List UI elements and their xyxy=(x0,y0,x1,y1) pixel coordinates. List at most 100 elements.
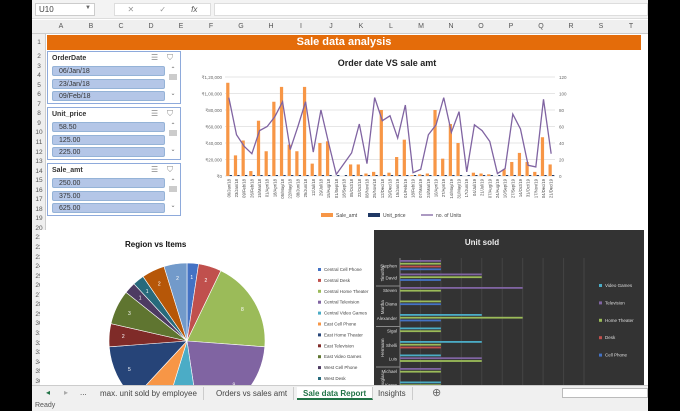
pie-slice[interactable] xyxy=(186,270,266,348)
sale-amt-bar[interactable] xyxy=(379,110,383,176)
unit-price-bar[interactable] xyxy=(275,175,279,176)
tab-scroll-prev[interactable]: ◂ xyxy=(46,388,51,397)
unit-price-bar[interactable] xyxy=(252,175,255,176)
sale-amt-bar[interactable] xyxy=(402,139,406,176)
slicer-unit-price[interactable]: Unit_price ☰ ⛉ ⌃ ⌄ 58.50 125.00 225.00 xyxy=(47,107,181,160)
clear-filter-icon[interactable]: ⛉ xyxy=(167,109,173,118)
unit-price-bar[interactable] xyxy=(521,175,524,176)
tab-sale-data-report[interactable]: Sale data Report xyxy=(297,387,374,400)
row-header[interactable]: 1 xyxy=(37,39,41,46)
unit-sold-bar[interactable] xyxy=(400,354,441,357)
row-header[interactable]: 4 xyxy=(37,72,41,80)
unit-price-bar[interactable] xyxy=(352,175,355,176)
column-header[interactable]: I xyxy=(300,23,302,30)
horizontal-scrollbar[interactable] xyxy=(562,388,648,398)
sale-amt-bar[interactable] xyxy=(264,151,268,176)
sale-amt-bar[interactable] xyxy=(510,161,514,176)
row-header[interactable]: 30 xyxy=(35,320,43,328)
unit-sold-bar[interactable] xyxy=(400,273,482,276)
unit-price-bar[interactable] xyxy=(513,175,516,176)
clear-filter-icon[interactable]: ⛉ xyxy=(167,165,173,174)
unit-sold-bar[interactable] xyxy=(400,300,441,303)
row-header[interactable]: 3 xyxy=(37,62,41,70)
sale-amt-bar[interactable] xyxy=(356,164,360,176)
row-header[interactable]: 36 xyxy=(35,377,43,385)
sale-amt-bar[interactable] xyxy=(456,143,460,176)
row-header[interactable]: 21 xyxy=(35,234,43,242)
unit-price-bar[interactable] xyxy=(444,175,447,176)
slicer-sale-amt[interactable]: Sale_amt ☰ ⛉ ⌃⌄ 250.00 375.00 625.00 986.00 xyxy=(47,163,181,216)
unit-price-bar[interactable] xyxy=(475,175,478,176)
row-header[interactable]: 35 xyxy=(35,368,43,376)
column-header[interactable]: R xyxy=(568,23,574,30)
unit-sold-bar[interactable] xyxy=(400,287,523,289)
sale-amt-bar[interactable] xyxy=(387,172,391,176)
row-header[interactable]: 5 xyxy=(37,81,41,89)
column-header[interactable]: E xyxy=(178,23,184,30)
region-vs-items-chart[interactable]: Region vs Items1289335231122Central Cell… xyxy=(40,230,373,385)
unit-price-bar[interactable] xyxy=(421,175,424,176)
pie-slice[interactable] xyxy=(163,262,188,342)
slicer-item[interactable]: 986.00 xyxy=(52,216,165,217)
unit-sold-bar[interactable] xyxy=(400,368,441,370)
column-header[interactable]: B xyxy=(88,23,94,30)
row-header[interactable]: 25 xyxy=(35,272,43,280)
slicer-item[interactable]: 23/Jan/18 xyxy=(52,78,165,89)
row-header[interactable]: 14 xyxy=(35,167,43,175)
unit-sold-bar[interactable] xyxy=(400,346,441,349)
slicer-item[interactable]: 06/Jan/18 xyxy=(52,66,165,76)
unit-sold-bar[interactable] xyxy=(400,360,482,362)
unit-sold-bar[interactable] xyxy=(400,260,441,262)
units-line[interactable] xyxy=(228,97,552,176)
sale-amt-bar[interactable] xyxy=(517,152,522,176)
unit-sold-chart[interactable]: Unit sold Stephen David Timothy Steven Diana A… xyxy=(374,230,644,385)
unit-price-bar[interactable] xyxy=(306,175,309,176)
column-header[interactable]: N xyxy=(448,23,454,30)
unit-sold-bar[interactable] xyxy=(400,265,441,268)
unit-price-bar[interactable] xyxy=(283,175,286,176)
row-header[interactable]: 28 xyxy=(35,301,43,309)
unit-price-bar[interactable] xyxy=(390,175,394,176)
row-header[interactable]: 13 xyxy=(35,158,43,166)
row-header[interactable]: 15 xyxy=(35,177,43,185)
sale-amt-bar[interactable] xyxy=(479,173,483,176)
sale-amt-bar[interactable] xyxy=(395,157,399,176)
unit-price-bar[interactable] xyxy=(429,175,432,176)
unit-price-bar[interactable] xyxy=(245,175,248,176)
row-header[interactable]: 12 xyxy=(35,148,43,156)
unit-price-bar[interactable] xyxy=(482,175,486,176)
row-header[interactable]: 10 xyxy=(35,129,43,137)
unit-sold-bar[interactable] xyxy=(400,314,482,316)
unit-sold-bar[interactable] xyxy=(400,381,441,384)
name-box[interactable]: U10 ▼ xyxy=(35,3,95,16)
column-header[interactable]: H xyxy=(268,23,274,30)
unit-price-bar[interactable] xyxy=(344,175,348,176)
multi-select-icon[interactable]: ☰ xyxy=(151,109,159,118)
row-header[interactable]: 23 xyxy=(35,253,43,261)
column-header[interactable]: A xyxy=(58,23,64,30)
column-header[interactable]: D xyxy=(148,23,154,30)
sale-amt-bar[interactable] xyxy=(364,173,368,176)
formula-input[interactable] xyxy=(214,3,648,16)
sale-amt-bar[interactable] xyxy=(272,101,276,176)
slicer-item[interactable]: 09/Feb/18 xyxy=(52,91,165,101)
column-header[interactable]: L xyxy=(389,23,393,30)
row-header[interactable]: 32 xyxy=(35,339,43,347)
column-header[interactable]: J xyxy=(329,23,333,30)
sale-amt-bar[interactable] xyxy=(433,110,437,176)
tab-max-unit-sold-by-employee[interactable]: max. unit sold by employee xyxy=(94,387,204,400)
column-header[interactable]: M xyxy=(418,23,424,30)
unit-sold-bar[interactable] xyxy=(400,316,523,319)
multi-select-icon[interactable]: ☰ xyxy=(151,53,159,62)
sale-amt-bar[interactable] xyxy=(533,171,537,176)
unit-price-bar[interactable] xyxy=(360,175,363,176)
unit-price-bar[interactable] xyxy=(260,175,263,176)
sale-amt-bar[interactable] xyxy=(525,161,529,176)
sale-amt-bar[interactable] xyxy=(425,173,429,176)
unit-price-bar[interactable] xyxy=(436,175,440,176)
chevron-down-icon[interactable]: ▼ xyxy=(85,5,91,11)
unit-price-bar[interactable] xyxy=(528,175,532,176)
unit-price-bar[interactable] xyxy=(505,175,509,176)
column-header[interactable]: K xyxy=(358,23,364,30)
unit-price-bar[interactable] xyxy=(398,175,401,176)
